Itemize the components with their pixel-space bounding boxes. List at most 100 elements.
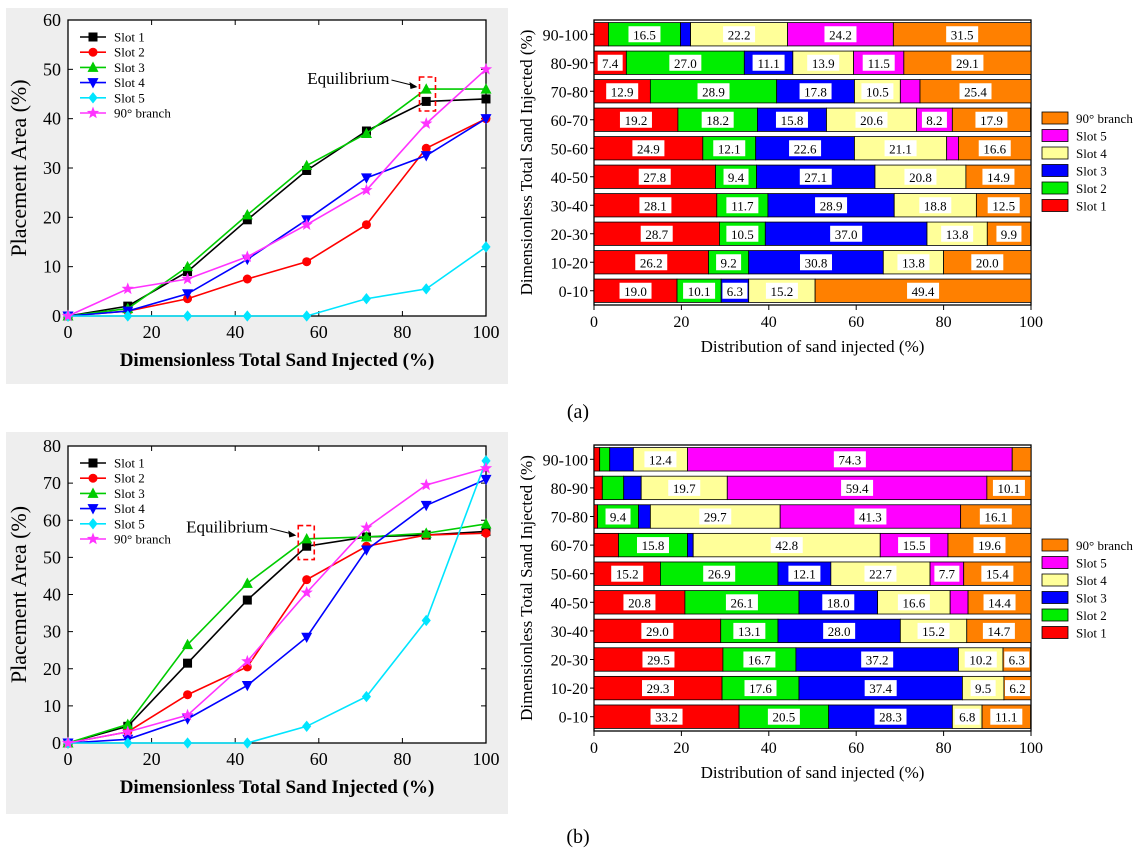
data-label-bg bbox=[639, 197, 672, 214]
data-label-bg bbox=[703, 565, 736, 582]
data-label-bg bbox=[862, 54, 895, 71]
data-label: 17.6 bbox=[749, 681, 772, 696]
data-label-bg bbox=[642, 651, 675, 668]
category-label: 60-70 bbox=[551, 538, 588, 555]
equilibrium-label: Equilibrium bbox=[186, 518, 268, 537]
plot-area bbox=[67, 445, 487, 744]
data-point bbox=[479, 62, 493, 75]
data-label: 22.7 bbox=[869, 567, 892, 582]
data-label-bg bbox=[934, 565, 960, 582]
data-label-bg bbox=[799, 168, 832, 185]
data-label: 16.6 bbox=[903, 595, 926, 610]
y-tick-label: 70 bbox=[43, 473, 61, 493]
data-label: 9.4 bbox=[610, 510, 627, 525]
data-label: 29.0 bbox=[646, 624, 669, 639]
data-label-bg bbox=[919, 197, 952, 214]
data-label-bg bbox=[713, 140, 746, 157]
legend-marker bbox=[87, 61, 99, 72]
data-label: 12.1 bbox=[793, 567, 816, 582]
data-label: 29.3 bbox=[647, 681, 670, 696]
data-label-bg bbox=[864, 565, 897, 582]
bar-segment-slot-2 bbox=[601, 475, 625, 501]
data-label-bg bbox=[683, 282, 716, 299]
legend-label: Slot 2 bbox=[1076, 608, 1107, 623]
data-point bbox=[361, 220, 371, 230]
data-label-bg bbox=[897, 594, 930, 611]
chart-b-line: 0 20 40 60 80 100 0 10 20 30 40 50 60 70 80 Dimensionle… bbox=[6, 432, 508, 814]
data-label: 26.1 bbox=[731, 595, 754, 610]
data-point bbox=[181, 272, 194, 285]
data-point bbox=[182, 737, 193, 749]
category-label: 10-20 bbox=[551, 255, 588, 272]
data-label-bg bbox=[619, 111, 652, 128]
data-label-bg bbox=[874, 708, 907, 725]
data-label-bg bbox=[971, 254, 1004, 271]
data-label-bg bbox=[605, 508, 631, 525]
data-label: 31.5 bbox=[951, 27, 974, 42]
data-label: 10.5 bbox=[866, 84, 889, 99]
y-tick-label: 0 bbox=[52, 733, 61, 753]
data-label: 9.5 bbox=[975, 681, 991, 696]
data-label: 12.9 bbox=[611, 84, 634, 99]
data-point bbox=[183, 690, 193, 700]
data-label: 74.3 bbox=[838, 452, 861, 467]
data-label: 13.9 bbox=[812, 56, 835, 71]
x-tick-label: 100 bbox=[473, 749, 500, 769]
data-point bbox=[479, 461, 493, 474]
data-label-bg bbox=[611, 565, 644, 582]
x-tick-label: 20 bbox=[673, 740, 689, 757]
data-point bbox=[420, 151, 432, 162]
data-label-bg bbox=[770, 537, 803, 554]
legend-swatch bbox=[1041, 573, 1069, 587]
data-label-bg bbox=[775, 111, 808, 128]
data-label: 28.3 bbox=[879, 710, 902, 725]
data-point bbox=[181, 708, 194, 721]
data-label: 15.4 bbox=[986, 567, 1009, 582]
y-tick-label: 40 bbox=[43, 109, 61, 129]
data-label: 6.2 bbox=[1009, 681, 1025, 696]
y-axis-label: Dimensionless Total Sand Injected (%) bbox=[517, 30, 536, 296]
data-label-bg bbox=[904, 168, 937, 185]
data-label: 10.1 bbox=[688, 284, 711, 299]
data-label-bg bbox=[884, 140, 917, 157]
data-label: 6.3 bbox=[1009, 653, 1025, 668]
data-point bbox=[302, 257, 312, 267]
bar-segment-slot-5 bbox=[946, 136, 959, 161]
data-label-bg bbox=[987, 197, 1020, 214]
series-line-slot-5 bbox=[68, 246, 487, 317]
data-label: 6.8 bbox=[959, 710, 975, 725]
series-line-90-branch bbox=[67, 467, 487, 744]
chart-a-line: 0 20 40 60 80 100 0 10 20 30 40 50 60 Dimensionless T… bbox=[6, 8, 508, 384]
data-label: 19.2 bbox=[625, 113, 648, 128]
data-label-bg bbox=[632, 140, 665, 157]
legend-marker bbox=[88, 458, 98, 468]
data-point bbox=[420, 527, 432, 538]
category-label: 30-40 bbox=[551, 624, 588, 641]
legend-label: 90° branch bbox=[1076, 538, 1133, 553]
x-tick-label: 0 bbox=[590, 314, 598, 331]
x-tick-label: 80 bbox=[936, 740, 952, 757]
data-label: 42.8 bbox=[775, 538, 798, 553]
data-label: 59.4 bbox=[846, 481, 869, 496]
data-label: 22.2 bbox=[728, 27, 751, 42]
data-label: 18.2 bbox=[706, 113, 729, 128]
category-label: 90-100 bbox=[543, 452, 588, 469]
data-label: 27.8 bbox=[643, 170, 666, 185]
data-label-bg bbox=[716, 254, 742, 271]
category-label: 0-10 bbox=[559, 284, 588, 301]
data-label: 26.2 bbox=[640, 255, 663, 270]
x-tick-label: 20 bbox=[143, 322, 161, 342]
data-label: 20.8 bbox=[628, 595, 651, 610]
data-point bbox=[123, 310, 133, 322]
data-label-bg bbox=[981, 565, 1014, 582]
data-label-bg bbox=[725, 594, 758, 611]
data-label-bg bbox=[897, 254, 930, 271]
data-point bbox=[420, 83, 432, 94]
data-label-bg bbox=[841, 479, 874, 496]
y-tick-label: 50 bbox=[43, 547, 61, 567]
data-point bbox=[123, 737, 133, 749]
category-label: 60-70 bbox=[551, 113, 588, 130]
category-label: 20-30 bbox=[551, 227, 588, 244]
data-label: 12.1 bbox=[718, 141, 741, 156]
data-label-bg bbox=[907, 282, 940, 299]
